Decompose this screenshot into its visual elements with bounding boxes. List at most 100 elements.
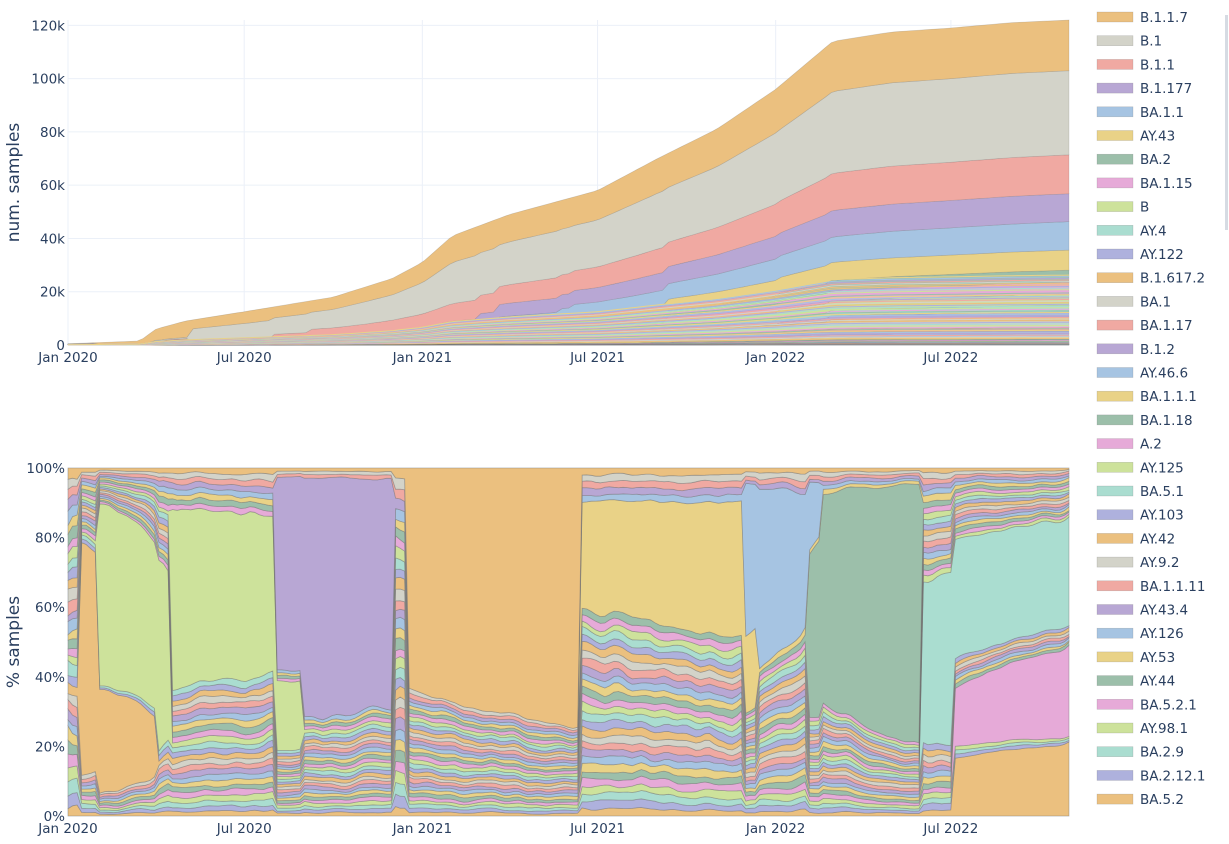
legend-item[interactable]: AY.4 [1097,223,1167,239]
legend-scrollbar[interactable] [1225,15,1228,230]
legend-label: B.1 [1140,34,1162,50]
legend-swatch [1097,699,1133,709]
legend-item[interactable]: AY.44 [1097,674,1175,690]
legend-swatch [1097,83,1133,93]
legend-item[interactable]: AY.43 [1097,129,1175,145]
legend-item[interactable]: AY.125 [1097,460,1184,476]
legend-label: BA.1.1.1 [1140,389,1197,405]
legend-swatch [1097,533,1133,543]
legend-item[interactable]: BA.2 [1097,152,1171,168]
legend-item[interactable]: AY.122 [1097,247,1184,263]
legend-item[interactable]: BA.2.12.1 [1097,768,1206,784]
legend-label: AY.53 [1140,650,1175,666]
legend-item[interactable]: AY.43.4 [1097,603,1188,619]
legend-swatch [1097,36,1133,46]
y-tick-label: 60% [35,600,65,616]
y-tick-label: 40% [35,670,65,686]
legend-item[interactable]: B.1.617.2 [1097,271,1205,287]
legend-item[interactable]: AY.98.1 [1097,721,1188,737]
legend-item[interactable]: AY.46.6 [1097,366,1188,382]
legend-swatch [1097,273,1133,283]
legend-label: BA.1 [1140,294,1171,310]
legend-item[interactable]: B.1.1 [1097,57,1175,73]
legend-label: BA.5.2 [1140,792,1184,808]
legend-item[interactable]: BA.1.17 [1097,318,1193,334]
legend-label: BA.1.18 [1140,413,1193,429]
y-tick-label: 100k [31,72,65,88]
y-axis-title: % samples [4,596,24,688]
legend-item[interactable]: BA.1.1.11 [1097,579,1206,595]
legend-label: AY.46.6 [1140,366,1188,382]
legend-label: B.1.1.7 [1140,10,1188,26]
legend-swatch [1097,59,1133,69]
legend-item[interactable]: AY.9.2 [1097,555,1179,571]
y-tick-label: 20k [40,285,65,301]
legend-item[interactable]: B [1097,200,1149,216]
legend-item[interactable]: A.2 [1097,437,1162,453]
legend-item[interactable]: B.1 [1097,34,1162,50]
x-tick-label: Jan 2020 [37,350,97,366]
legend-swatch [1097,462,1133,472]
x-tick-label: Jan 2021 [392,350,452,366]
x-tick-label: Jul 2021 [569,350,625,366]
legend-item[interactable]: BA.1.1.1 [1097,389,1197,405]
legend-swatch [1097,202,1133,212]
legend-label: B.1.2 [1140,342,1175,358]
legend-item[interactable]: B.1.177 [1097,81,1192,97]
x-tick-label: Jan 2020 [37,821,97,837]
x-tick-label: Jul 2020 [216,350,272,366]
y-tick-label: 60k [40,178,65,194]
x-tick-label: Jul 2022 [922,821,978,837]
x-tick-label: Jan 2022 [745,821,805,837]
legend: B.1.1.7B.1B.1.1B.1.177BA.1.1AY.43BA.2BA.… [1097,10,1228,808]
legend-swatch [1097,344,1133,354]
legend-item[interactable]: BA.5.2 [1097,792,1184,808]
legend-item[interactable]: BA.5.2.1 [1097,697,1197,713]
x-tick-label: Jan 2022 [745,350,805,366]
legend-swatch [1097,557,1133,567]
legend-swatch [1097,747,1133,757]
y-tick-label: 40k [40,231,65,247]
legend-swatch [1097,107,1133,117]
y-tick-label: 120k [31,18,65,34]
legend-label: AY.4 [1140,223,1167,239]
legend-item[interactable]: AY.53 [1097,650,1175,666]
legend-item[interactable]: B.1.2 [1097,342,1175,358]
legend-item[interactable]: AY.42 [1097,531,1175,547]
legend-item[interactable]: B.1.1.7 [1097,10,1188,26]
legend-item[interactable]: BA.1.1 [1097,105,1184,121]
legend-label: AY.9.2 [1140,555,1179,571]
legend-item[interactable]: BA.2.9 [1097,745,1184,761]
legend-swatch [1097,415,1133,425]
legend-swatch [1097,131,1133,141]
legend-label: AY.125 [1140,460,1184,476]
legend-swatch [1097,676,1133,686]
legend-item[interactable]: AY.103 [1097,508,1184,524]
x-tick-label: Jul 2021 [569,821,625,837]
legend-label: AY.98.1 [1140,721,1188,737]
legend-label: B.1.177 [1140,81,1192,97]
legend-item[interactable]: BA.5.1 [1097,484,1184,500]
legend-swatch [1097,581,1133,591]
legend-item[interactable]: BA.1 [1097,294,1171,310]
legend-label: B [1140,200,1149,216]
legend-label: AY.44 [1140,674,1175,690]
legend-swatch [1097,249,1133,259]
legend-label: BA.1.15 [1140,176,1193,192]
legend-item[interactable]: AY.126 [1097,626,1184,642]
legend-label: AY.103 [1140,508,1184,524]
legend-item[interactable]: BA.1.15 [1097,176,1193,192]
y-tick-label: 20% [35,739,65,755]
legend-swatch [1097,723,1133,733]
legend-swatch [1097,605,1133,615]
legend-label: A.2 [1140,437,1162,453]
legend-swatch [1097,652,1133,662]
legend-item[interactable]: BA.1.18 [1097,413,1193,429]
x-tick-label: Jul 2022 [922,350,978,366]
legend-label: BA.1.17 [1140,318,1193,334]
legend-swatch [1097,320,1133,330]
legend-swatch [1097,510,1133,520]
